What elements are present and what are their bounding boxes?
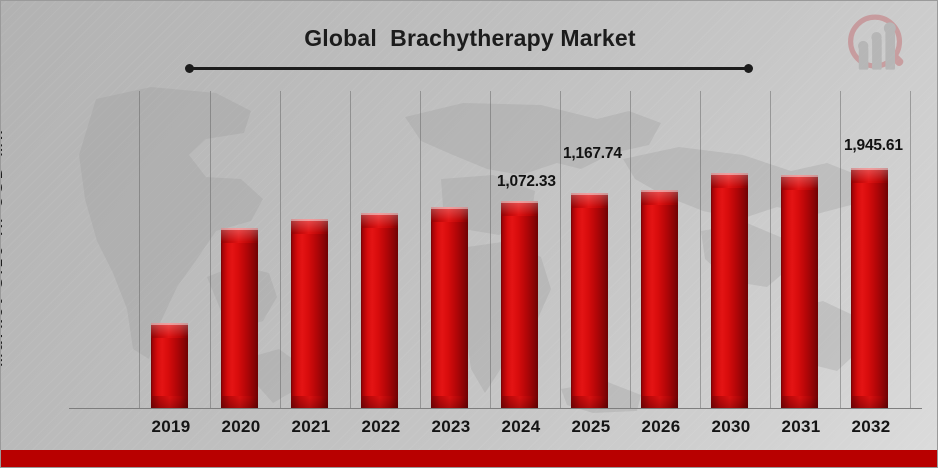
tick-label-2032: 2032	[851, 417, 891, 436]
bar-highlight	[711, 173, 748, 175]
gridline	[490, 91, 491, 409]
bar-2019[interactable]	[151, 323, 188, 409]
value-label-2025: 1,167.74	[563, 145, 622, 162]
bar-highlight	[431, 207, 468, 209]
bar-2022[interactable]	[361, 213, 398, 409]
bar-2023[interactable]	[431, 207, 468, 409]
bar-2031[interactable]	[781, 175, 818, 409]
divider-dot-right	[744, 64, 753, 73]
tick-label-2024: 2024	[501, 417, 541, 436]
tick-label-2019: 2019	[151, 417, 191, 436]
tick-label-2026: 2026	[641, 417, 681, 436]
bar-highlight	[501, 201, 538, 203]
tick-label-2025: 2025	[571, 417, 611, 436]
bar-highlight	[291, 219, 328, 221]
bar-highlight	[221, 228, 258, 230]
divider-dot-left	[185, 64, 194, 73]
bar-2032[interactable]	[851, 168, 888, 409]
tick-label-2031: 2031	[781, 417, 821, 436]
bar-2026[interactable]	[641, 190, 678, 409]
gridline	[420, 91, 421, 409]
bar-highlight	[641, 190, 678, 192]
tick-label-2023: 2023	[431, 417, 471, 436]
gridline	[350, 91, 351, 409]
bar-2025[interactable]	[571, 193, 608, 409]
title-divider	[185, 64, 753, 73]
y-axis-title: Market Size in USD Mn	[0, 127, 6, 367]
gridline	[630, 91, 631, 409]
gridline	[700, 91, 701, 409]
gridline	[840, 91, 841, 409]
value-label-2032: 1,945.61	[844, 137, 903, 154]
bar-2024[interactable]	[501, 201, 538, 409]
tick-label-2020: 2020	[221, 417, 261, 436]
bar-2030[interactable]	[711, 173, 748, 409]
bar-2021[interactable]	[291, 219, 328, 409]
bar-highlight	[571, 193, 608, 195]
gridline	[210, 91, 211, 409]
page-title: Global Brachytherapy Market	[304, 25, 636, 51]
bar-highlight	[151, 323, 188, 325]
gridline	[139, 91, 140, 409]
gridline	[280, 91, 281, 409]
bar-highlight	[851, 168, 888, 170]
bar-2020[interactable]	[221, 228, 258, 409]
tick-label-2022: 2022	[361, 417, 401, 436]
gridline	[770, 91, 771, 409]
gridline	[910, 91, 911, 409]
tick-label-2021: 2021	[291, 417, 331, 436]
gridline	[560, 91, 561, 409]
tick-label-2030: 2030	[711, 417, 751, 436]
bottom-accent-band	[1, 450, 937, 467]
x-axis-line	[69, 408, 922, 409]
bar-highlight	[361, 213, 398, 215]
bar-highlight	[781, 175, 818, 177]
plot-area	[69, 91, 922, 409]
value-label-2024: 1,072.33	[497, 173, 556, 190]
